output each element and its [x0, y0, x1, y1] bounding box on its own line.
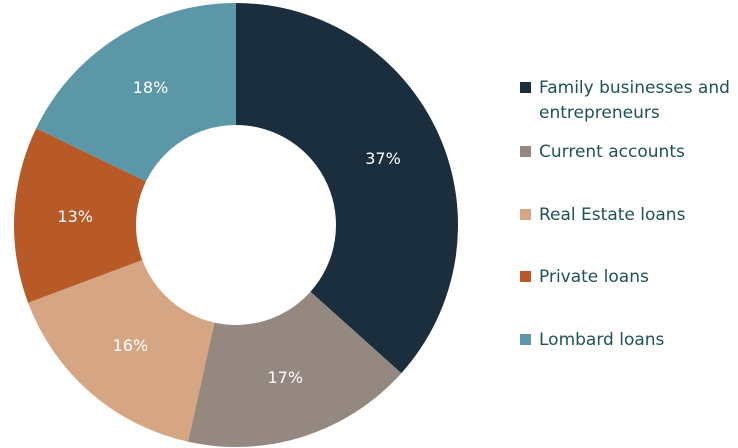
legend-swatch	[520, 209, 531, 220]
legend-label: Real Estate loans	[539, 205, 686, 225]
legend-swatch	[520, 82, 531, 93]
legend-item: Current accounts	[520, 140, 736, 165]
legend-label: Lombard loans	[539, 330, 665, 350]
legend-item: Real Estate loans	[520, 203, 736, 228]
legend-label: Private loans	[539, 267, 649, 287]
donut-slice	[188, 291, 402, 447]
slice-label: 17%	[267, 368, 303, 387]
legend-swatch	[520, 146, 531, 157]
slice-label: 16%	[113, 336, 149, 355]
donut-slice	[36, 3, 237, 182]
legend-swatch	[520, 271, 531, 282]
legend-item: Private loans	[520, 265, 736, 290]
slice-label: 37%	[365, 149, 401, 168]
donut-slice	[28, 260, 215, 442]
donut-slice	[236, 3, 458, 374]
legend-item: Lombard loans	[520, 328, 736, 353]
slice-label: 13%	[57, 207, 93, 226]
slice-label: 18%	[133, 78, 169, 97]
legend-swatch	[520, 334, 531, 345]
legend-item: Family businesses and entrepreneurs	[520, 76, 736, 126]
legend-label: Current accounts	[539, 142, 685, 162]
legend-label: Family businesses and entrepreneurs	[539, 78, 730, 123]
donut-slice	[13, 128, 146, 303]
